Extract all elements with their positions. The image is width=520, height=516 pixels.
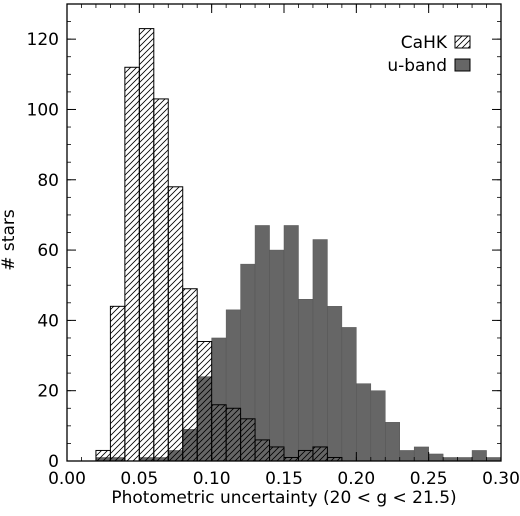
u-band-bar-26	[471, 450, 487, 462]
y-tick-label: 80	[37, 171, 59, 191]
legend-label-u-band: u-band	[387, 56, 447, 76]
u-band-bar-13	[283, 225, 299, 462]
x-tick-label: 0.10	[193, 469, 231, 489]
u-band-bar-18	[356, 383, 372, 462]
cahk-bar-5	[167, 186, 184, 462]
u-band-bar-14	[298, 299, 314, 462]
legend-swatch-cahk	[454, 35, 471, 49]
y-tick-label: 40	[37, 311, 59, 331]
u-band-bar-15	[312, 239, 328, 462]
cahk-bar-2	[124, 66, 140, 462]
u-band-bar-21	[399, 450, 415, 462]
u-band-bar-17	[341, 327, 357, 462]
x-tick-label: 0.05	[120, 469, 158, 489]
x-tick-label: 0.15	[265, 469, 303, 489]
x-axis-label: Photometric uncertainty (20 < g < 21.5)	[111, 488, 456, 508]
u-band-bar-19	[370, 390, 386, 462]
legend-label-cahk: CaHK	[401, 33, 448, 53]
cahk-bar-4	[153, 98, 169, 462]
cahk-bars	[95, 28, 343, 462]
cahk-bar-3	[138, 28, 155, 462]
cahk-bar-0	[95, 449, 111, 462]
x-tick-label: 0.25	[410, 469, 448, 489]
y-tick-label: 100	[27, 100, 59, 120]
axis-ticks: 0.00 0.05 0.10 0.15 0.20 0.25 0.30 0 20 40 60 80 100…	[27, 3, 520, 489]
x-tick-label: 0.00	[48, 469, 86, 489]
cahk-bar-8	[211, 404, 227, 462]
y-tick-label: 60	[37, 241, 59, 261]
cahk-bar-10	[240, 418, 256, 462]
cahk-bar-14	[297, 449, 314, 462]
u-band-bar-12	[269, 249, 285, 462]
cahk-bar-15	[312, 446, 328, 462]
u-band-bar-23	[428, 453, 444, 462]
cahk-bar-11	[254, 439, 271, 462]
cahk-bar-1	[109, 305, 126, 462]
cahk-bar-7	[196, 340, 213, 462]
y-tick-label: 20	[37, 382, 59, 402]
x-tick-label: 0.20	[337, 469, 375, 489]
u-band-bar-20	[385, 422, 400, 462]
legend: CaHK u-band	[387, 33, 471, 76]
y-axis-label: # stars	[0, 209, 19, 271]
u-band-bar-11	[254, 225, 270, 462]
u-band-bar-16	[327, 306, 343, 462]
cahk-bar-12	[269, 446, 285, 462]
u-band-bar-22	[413, 446, 429, 462]
legend-swatch-u-band	[454, 58, 471, 72]
cahk-bar-9	[225, 407, 242, 462]
y-tick-label: 120	[27, 30, 59, 50]
x-tick-label: 0.30	[482, 469, 520, 489]
cahk-bar-6	[182, 288, 198, 462]
y-tick-label: 0	[48, 452, 59, 472]
